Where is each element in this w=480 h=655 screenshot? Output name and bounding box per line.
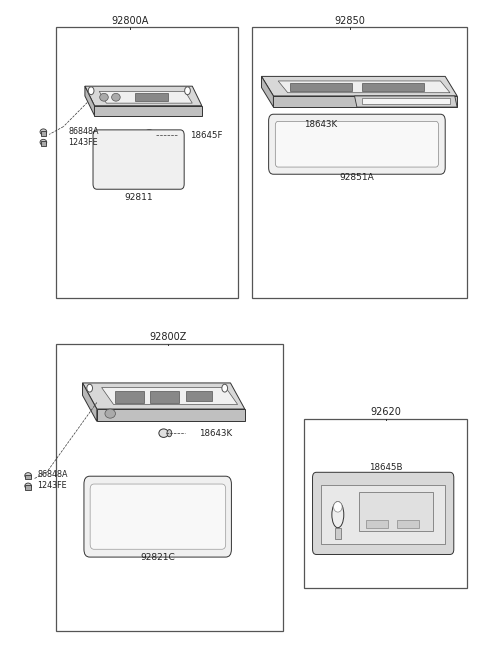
Text: 92811: 92811	[124, 193, 153, 202]
Bar	[252, 28, 467, 298]
Polygon shape	[99, 92, 192, 103]
Bar	[362, 83, 424, 92]
Text: 92850: 92850	[335, 16, 365, 26]
Text: 18643K: 18643K	[304, 119, 337, 128]
Circle shape	[87, 384, 93, 392]
Bar	[304, 419, 467, 588]
Bar	[135, 94, 168, 101]
Bar	[290, 83, 352, 92]
Text: 86848A: 86848A	[68, 126, 99, 136]
Polygon shape	[85, 86, 202, 105]
Bar	[335, 528, 341, 540]
Text: 92851A: 92851A	[339, 173, 374, 182]
Polygon shape	[97, 409, 245, 421]
Bar	[397, 520, 419, 528]
FancyBboxPatch shape	[90, 484, 226, 550]
FancyBboxPatch shape	[93, 130, 184, 189]
Text: 18645B: 18645B	[369, 463, 402, 472]
Ellipse shape	[286, 120, 291, 128]
Bar	[25, 475, 31, 479]
Ellipse shape	[155, 130, 161, 140]
Bar	[25, 485, 31, 490]
Ellipse shape	[332, 502, 344, 528]
Polygon shape	[262, 77, 274, 107]
Text: 1243FE: 1243FE	[68, 138, 98, 147]
Text: 18643K: 18643K	[199, 428, 233, 438]
Ellipse shape	[105, 409, 116, 418]
Ellipse shape	[334, 502, 342, 512]
Bar	[360, 492, 433, 531]
Polygon shape	[274, 96, 457, 107]
Bar	[186, 391, 212, 401]
FancyBboxPatch shape	[312, 472, 454, 555]
Text: 86848A: 86848A	[37, 470, 68, 479]
Ellipse shape	[143, 130, 156, 140]
Text: 1243FE: 1243FE	[37, 481, 67, 490]
Bar	[40, 141, 46, 146]
Polygon shape	[85, 86, 95, 115]
Bar	[366, 520, 388, 528]
FancyBboxPatch shape	[269, 114, 445, 174]
Text: 92800A: 92800A	[111, 16, 149, 26]
Polygon shape	[95, 105, 202, 115]
Ellipse shape	[167, 430, 172, 437]
FancyBboxPatch shape	[84, 476, 231, 557]
Text: 92620: 92620	[370, 407, 401, 417]
Bar	[362, 98, 450, 104]
Ellipse shape	[40, 140, 47, 145]
Bar	[56, 344, 283, 631]
Bar	[40, 131, 46, 136]
Text: 18645F: 18645F	[190, 130, 222, 140]
Polygon shape	[278, 81, 450, 93]
Ellipse shape	[112, 94, 120, 101]
Polygon shape	[355, 96, 457, 107]
Polygon shape	[262, 77, 457, 96]
Ellipse shape	[278, 119, 288, 128]
Polygon shape	[83, 383, 97, 421]
Ellipse shape	[100, 94, 108, 101]
Ellipse shape	[40, 129, 47, 135]
Bar	[56, 28, 238, 298]
Ellipse shape	[25, 473, 32, 479]
Circle shape	[185, 87, 191, 95]
Polygon shape	[83, 383, 245, 409]
Polygon shape	[102, 388, 238, 404]
Ellipse shape	[159, 429, 168, 438]
Ellipse shape	[25, 483, 32, 489]
Circle shape	[222, 384, 228, 392]
Text: 92800Z: 92800Z	[150, 332, 187, 343]
Bar	[321, 485, 445, 544]
Bar	[150, 391, 179, 403]
Bar	[115, 391, 144, 403]
FancyBboxPatch shape	[276, 121, 439, 167]
Circle shape	[88, 87, 94, 95]
Text: 92821C: 92821C	[141, 553, 175, 561]
